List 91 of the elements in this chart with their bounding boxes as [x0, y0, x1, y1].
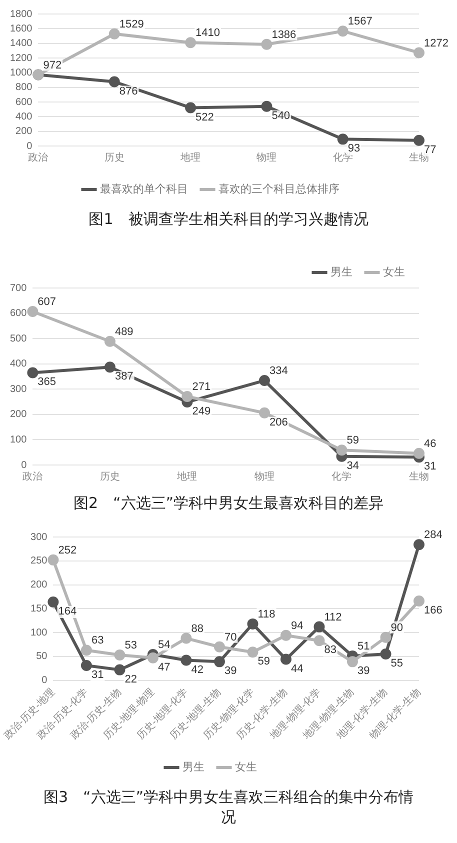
legend-label: 女生 — [235, 760, 257, 774]
data-label: 34 — [346, 460, 359, 472]
x-tick-label: 地理 — [176, 470, 198, 483]
data-label: 166 — [424, 604, 442, 617]
data-label: 77 — [424, 144, 436, 156]
data-label: 83 — [324, 644, 336, 656]
data-label: 59 — [258, 656, 270, 668]
text: 图3 “六选三”学科中男女生喜欢三科组合的集中分布情况 — [42, 787, 415, 828]
data-label: 334 — [269, 365, 288, 378]
y-tick-label: 300 — [30, 532, 48, 543]
data-label: 42 — [191, 664, 204, 676]
y-tick-label: 1000 — [10, 67, 33, 78]
data-label: 70 — [224, 631, 237, 644]
y-tick-label: 1800 — [10, 8, 33, 20]
text: 图1 被调查学生相关科目的学习兴趣情况 — [88, 209, 370, 230]
data-label: 39 — [357, 665, 370, 678]
y-tick-label: 800 — [16, 82, 33, 94]
y-tick-label: 700 — [10, 282, 28, 294]
data-label: 93 — [348, 142, 360, 155]
data-label: 39 — [224, 665, 237, 678]
data-label: 118 — [258, 608, 276, 620]
y-tick-label: 100 — [10, 434, 28, 446]
y-tick-label: 300 — [10, 384, 28, 395]
y-tick-label: 200 — [16, 126, 33, 138]
y-tick-label: 400 — [10, 358, 28, 370]
data-label: 271 — [192, 381, 211, 394]
data-label: 22 — [124, 673, 137, 686]
data-label: 53 — [124, 640, 137, 652]
data-label: 112 — [324, 611, 342, 624]
y-tick-label: 0 — [26, 140, 33, 152]
x-tick-label: 生物 — [409, 470, 429, 483]
data-label: 94 — [290, 620, 304, 632]
data-label: 876 — [119, 85, 138, 98]
data-label: 522 — [196, 111, 214, 124]
data-label: 249 — [192, 406, 211, 418]
y-tick-label: 1200 — [10, 52, 33, 64]
legend-label: 最喜欢的单个科目 — [100, 182, 188, 196]
y-tick-label: 600 — [16, 96, 33, 108]
text: 图2 “六选三”学科中男女生最喜欢科目的差异 — [72, 493, 385, 514]
data-label: 31 — [91, 669, 104, 682]
data-label: 1567 — [348, 16, 372, 28]
y-tick-label: 1600 — [10, 23, 33, 34]
y-tick-label: 150 — [30, 603, 48, 614]
y-tick-label: 50 — [36, 651, 48, 662]
x-tick-label: 政治 — [22, 470, 43, 483]
data-label: 1410 — [196, 27, 220, 40]
y-tick-label: 200 — [30, 580, 48, 591]
data-label: 489 — [114, 326, 134, 338]
data-label: 55 — [390, 658, 403, 670]
y-tick-label: 100 — [30, 627, 48, 638]
x-tick-label: 物理 — [254, 472, 274, 483]
data-label: 51 — [357, 640, 370, 652]
y-tick-label: 500 — [10, 333, 28, 344]
legend-label: 男生 — [182, 760, 204, 774]
data-label: 63 — [91, 634, 104, 647]
data-label: 1386 — [272, 28, 296, 41]
legend-label: 女生 — [383, 265, 405, 278]
x-tick-label: 历史 — [100, 470, 120, 483]
data-label: 88 — [191, 622, 204, 635]
data-label: 387 — [114, 370, 134, 383]
y-tick-label: 1400 — [10, 38, 33, 50]
x-tick-label: 历史 — [104, 152, 124, 164]
x-tick-label: 物理 — [256, 152, 277, 164]
data-label: 365 — [38, 376, 56, 388]
data-label: 252 — [58, 544, 77, 556]
data-label: 607 — [38, 296, 56, 308]
data-label: 59 — [346, 434, 359, 447]
data-label: 206 — [269, 416, 288, 428]
legend-label: 男生 — [330, 265, 352, 278]
data-label: 44 — [290, 662, 304, 675]
data-label: 1272 — [424, 37, 448, 50]
data-label: 46 — [424, 438, 436, 450]
y-tick-label: 400 — [16, 111, 33, 122]
data-label: 54 — [158, 639, 170, 652]
x-tick-label: 化学 — [332, 470, 352, 483]
x-tick-label: 政治 — [28, 152, 48, 164]
y-tick-label: 0 — [21, 460, 28, 471]
y-tick-label: 0 — [42, 675, 48, 686]
legend-label: 喜欢的三个科目总体排序 — [218, 182, 340, 196]
x-tick-label: 地理 — [180, 152, 201, 164]
data-label: 31 — [424, 460, 436, 473]
data-label: 90 — [390, 622, 403, 634]
data-label: 972 — [43, 59, 62, 72]
y-tick-label: 250 — [30, 556, 48, 567]
data-label: 284 — [424, 529, 442, 542]
y-tick-label: 200 — [10, 409, 28, 420]
data-label: 1529 — [119, 18, 144, 30]
y-tick-label: 600 — [10, 308, 28, 320]
data-label: 164 — [58, 606, 77, 618]
data-label: 540 — [272, 110, 290, 122]
data-label: 47 — [158, 661, 170, 674]
